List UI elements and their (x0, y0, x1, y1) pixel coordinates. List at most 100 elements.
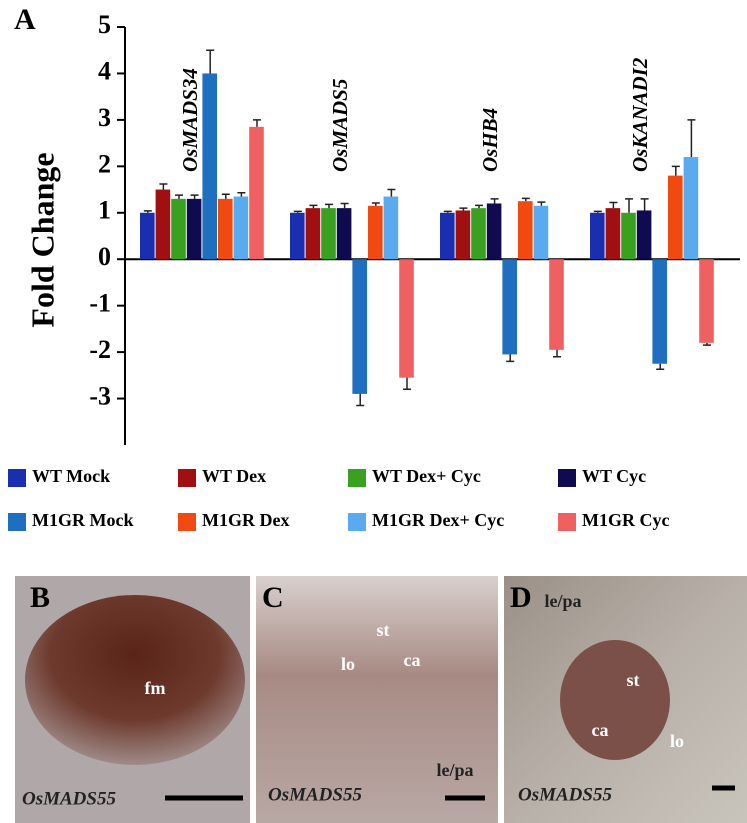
image-tissue (25, 595, 245, 765)
error-bar (521, 197, 530, 202)
error-bar (371, 202, 380, 206)
annotation: lo (341, 654, 355, 674)
legend-swatch (8, 469, 26, 487)
bar (383, 196, 399, 260)
error-bar (656, 363, 665, 371)
plot: -3 -2 -1 0 1 2 3 4 5 OsMADS34 OsMADS5 OsHB4 OsKANADI… (89, 10, 740, 445)
annotation: st (377, 620, 390, 640)
bar (605, 208, 621, 260)
error-bar (325, 203, 333, 209)
bar (290, 212, 305, 260)
panel-label: C (262, 581, 284, 614)
bar (590, 212, 605, 260)
error-bar (640, 198, 649, 211)
category-label: OsKANADI2 (628, 57, 652, 172)
legend-label: WT Cyc (582, 466, 646, 486)
error-bar (537, 201, 546, 206)
bar (636, 210, 652, 260)
legend-swatch (178, 469, 196, 487)
annotation: le/pa (436, 760, 473, 780)
bar (399, 259, 414, 378)
micrograph-d: D le/pa st ca lo OsMADS55 (504, 576, 747, 823)
bar (502, 259, 517, 355)
bar (486, 203, 502, 260)
error-bar (175, 194, 183, 199)
gene-label: OsMADS55 (268, 784, 362, 805)
bar (336, 208, 352, 260)
error-bar (553, 349, 561, 358)
y-tick-label: 3 (98, 103, 111, 132)
error-bar (671, 165, 680, 176)
legend-label: M1GR Dex (202, 510, 289, 530)
annotation: lo (670, 731, 684, 751)
legend-label: WT Dex+ Cyc (372, 466, 481, 486)
error-bar (237, 192, 246, 197)
gene-label: OsMADS55 (518, 784, 612, 805)
error-bar (443, 210, 452, 213)
y-axis-label: Fold Change (24, 152, 60, 327)
bar (621, 212, 636, 260)
legend-swatch (178, 513, 196, 531)
error-bar (143, 210, 152, 213)
bar (518, 201, 533, 260)
error-bar (687, 119, 696, 158)
y-tick-label: -2 (89, 335, 111, 364)
bar (305, 208, 321, 260)
bar (699, 259, 714, 343)
legend-swatch (348, 469, 366, 487)
legend-swatch (558, 469, 576, 487)
bar (140, 212, 155, 260)
legend-swatch (348, 513, 366, 531)
legend-label: M1GR Dex+ Cyc (372, 510, 504, 530)
bar (471, 208, 486, 260)
bar (668, 175, 683, 260)
error-bar (490, 198, 499, 204)
bar (171, 198, 186, 260)
micrograph-b: B fm OsMADS55 (15, 576, 250, 823)
bar (352, 259, 367, 394)
annotation: ca (592, 720, 609, 740)
legend-label: M1GR Cyc (582, 510, 669, 530)
legend-swatch (558, 513, 576, 531)
legend-label: WT Mock (32, 466, 110, 486)
error-bar (593, 210, 602, 213)
image (256, 576, 498, 823)
bar (652, 259, 667, 364)
error-bar (309, 204, 318, 209)
legend-label: WT Dex (202, 466, 266, 486)
bar (233, 196, 249, 260)
category-label: OsMADS34 (178, 68, 202, 172)
bar (155, 189, 171, 260)
error-bar (459, 207, 468, 211)
annotation: le/pa (544, 591, 581, 611)
bar (549, 259, 564, 350)
error-bar (703, 342, 711, 346)
error-bar (609, 201, 618, 209)
error-bar (221, 193, 230, 199)
error-bar (293, 210, 302, 213)
error-bar (387, 188, 396, 197)
error-bar (625, 198, 633, 213)
y-tick-label: 1 (98, 196, 111, 225)
y-tick-label: 4 (98, 56, 111, 85)
error-bar (356, 393, 365, 407)
bar (533, 205, 549, 260)
legend-swatch (8, 513, 26, 531)
bar (249, 126, 264, 260)
bar (186, 198, 202, 260)
error-bar (403, 377, 411, 391)
panel-label: B (30, 581, 50, 614)
error-bar (506, 354, 515, 363)
error-bar (475, 204, 483, 209)
gene-label: OsMADS55 (22, 788, 116, 809)
bar (321, 208, 336, 260)
legend: WT Mock WT Dex WT Dex+ Cyc WT Cyc M1GR Mock M… (8, 466, 669, 531)
annotation: st (627, 670, 640, 690)
bar (218, 198, 233, 260)
y-tick-label: 5 (98, 10, 111, 39)
panel-label: D (510, 581, 532, 614)
y-tick-label: -3 (89, 382, 111, 411)
error-bar (190, 194, 199, 199)
bar (368, 205, 383, 260)
